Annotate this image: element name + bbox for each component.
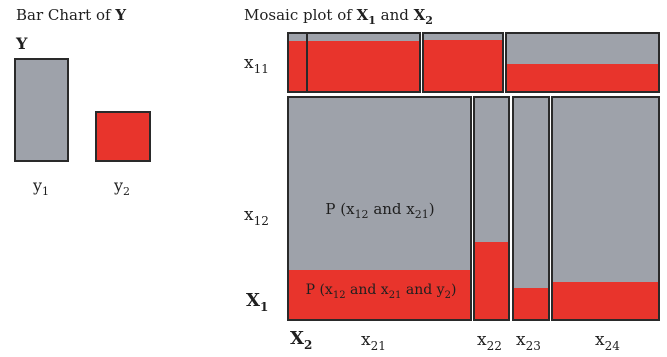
mosaic-tile-x12-x21 <box>287 96 472 321</box>
bar-label-y2: y2 <box>113 176 130 198</box>
bar-chart-variable-label: Y <box>15 34 28 53</box>
bar-y2 <box>95 111 151 162</box>
mosaic-tile-x12-x23 <box>512 96 550 321</box>
col-label-x24: x24 <box>595 330 620 353</box>
row-axis-label-X1: X1 <box>246 290 268 314</box>
annotation-p-x12-x21: P (x12 and x21) <box>325 200 434 221</box>
col-label-x23: x23 <box>516 330 541 353</box>
annotation-p-x12-x21-y2: P (x12 and x21 and y2) <box>306 282 457 301</box>
mosaic-tile-x12-x22 <box>473 96 510 321</box>
mosaic-title: Mosaic plot of X1 and X2 <box>244 6 433 27</box>
col-axis-label-X2: X2 <box>290 328 312 352</box>
mosaic-tile-x12-x24 <box>551 96 660 321</box>
bar-chart-title: Bar Chart of Y <box>16 6 126 24</box>
row-label-x11: x11 <box>244 53 269 76</box>
mosaic-tile-x11-x24 <box>505 32 660 93</box>
bar-y1 <box>14 58 69 162</box>
col-label-x21: x21 <box>361 330 386 353</box>
mosaic-tile-x11-x22 <box>422 32 504 93</box>
col-label-x22: x22 <box>477 330 502 353</box>
bar-label-y1: y1 <box>32 176 49 198</box>
mosaic-tile-x11-x21 <box>287 32 421 93</box>
row-label-x12: x12 <box>244 205 269 228</box>
